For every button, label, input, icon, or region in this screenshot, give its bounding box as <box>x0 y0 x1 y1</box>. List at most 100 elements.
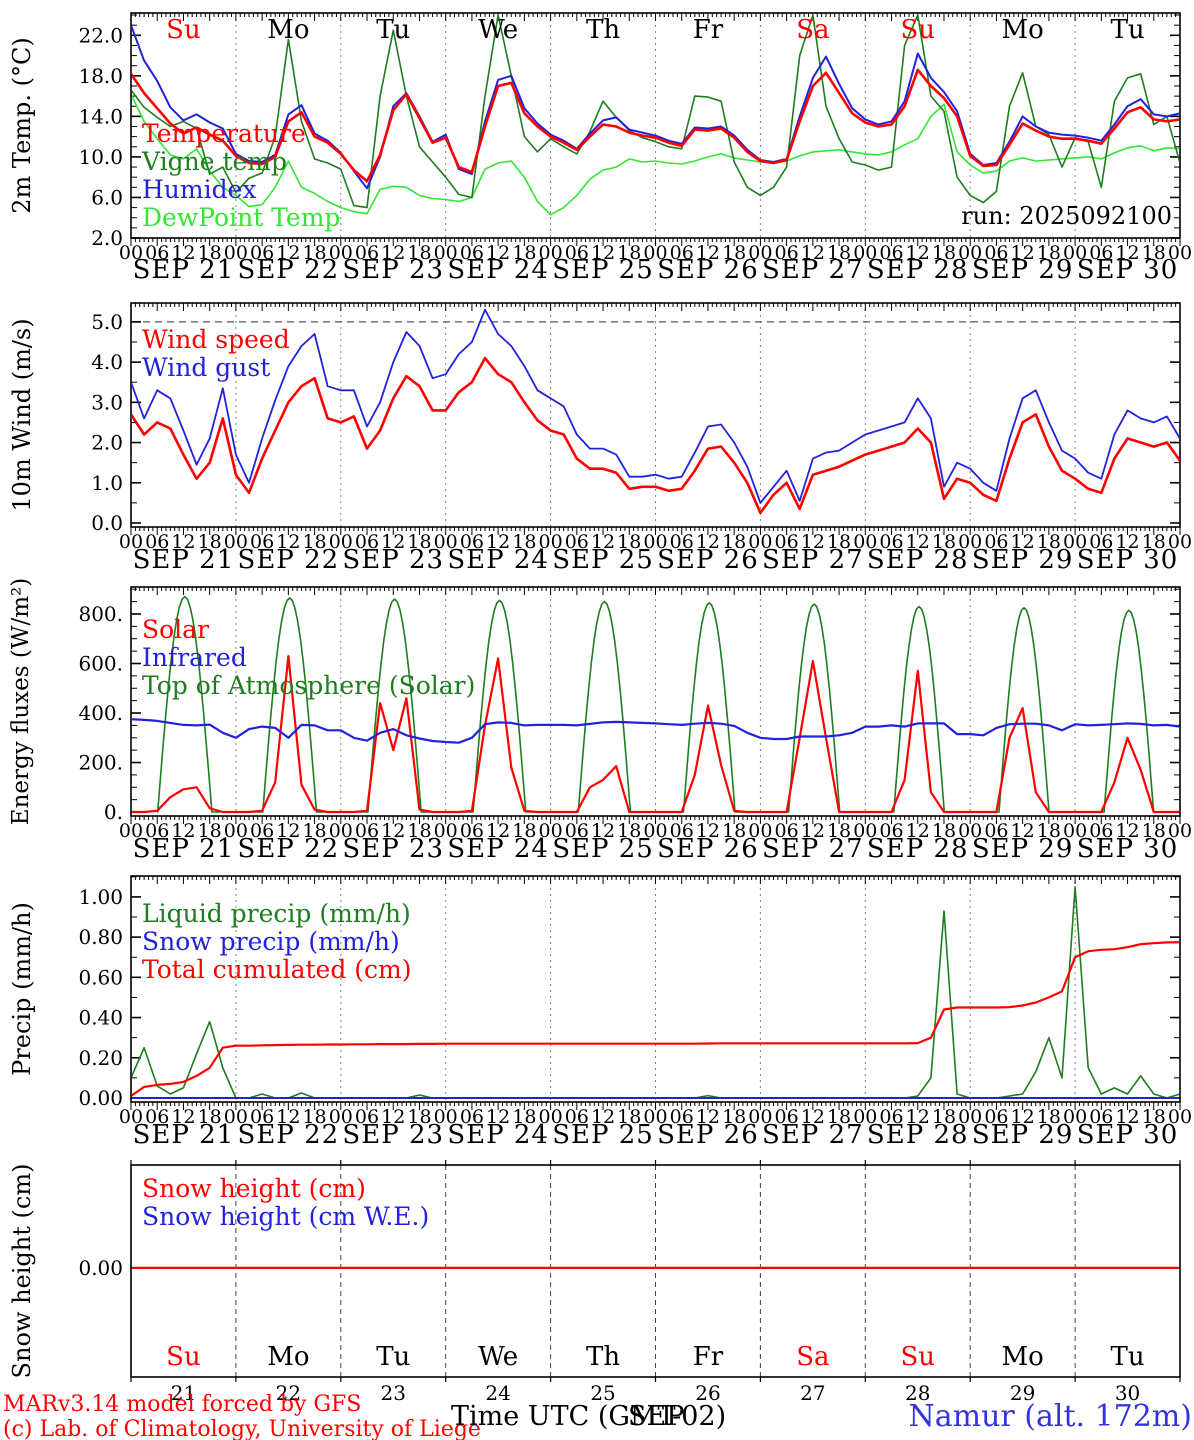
ytick-label: 200. <box>78 751 123 775</box>
xtick-label: 06 <box>984 531 1008 553</box>
ytick-label: 14.0 <box>78 104 123 128</box>
ytick-label: 0.00 <box>78 1256 123 1280</box>
day-label-th-25: Th <box>586 15 620 45</box>
xtick-label: 00 <box>119 1106 143 1128</box>
ytick-label: 4.0 <box>91 350 123 374</box>
xtick-label: 00 <box>1168 242 1192 264</box>
xtick-label: 18 <box>617 1106 641 1128</box>
date-label: SEP 29 <box>972 255 1074 285</box>
run-label: run: 2025092100 <box>961 202 1172 230</box>
xtick-label: 18 <box>1142 531 1166 553</box>
date-label: SEP 24 <box>447 1120 549 1150</box>
ytick-label: 5.0 <box>91 310 123 334</box>
xtick-label: 12 <box>591 1106 615 1128</box>
xtick-label: 18 <box>932 531 956 553</box>
xtick-label: 00 <box>1168 531 1192 553</box>
xtick-label: 18 <box>1037 242 1061 264</box>
xtick-label: 06 <box>670 531 694 553</box>
xtick-label: 18 <box>722 820 746 842</box>
xtick-label: 00 <box>643 242 667 264</box>
xtick-label: 06 <box>984 1106 1008 1128</box>
xtick-label: 00 <box>224 242 248 264</box>
xtick-label: 06 <box>775 531 799 553</box>
legend-humidex: Humidex <box>142 175 257 204</box>
xtick-label: 12 <box>381 531 405 553</box>
xtick-label: 12 <box>1115 242 1139 264</box>
date-num-label: 25 <box>590 1381 615 1405</box>
xtick-label: 18 <box>827 1106 851 1128</box>
xtick-label: 12 <box>1115 1106 1139 1128</box>
date-label: SEP 30 <box>1077 1120 1179 1150</box>
xtick-label: 00 <box>329 820 353 842</box>
date-label: SEP 26 <box>657 255 759 285</box>
xtick-label: 12 <box>591 820 615 842</box>
xtick-label: 06 <box>1089 242 1113 264</box>
xtick-label: 18 <box>1037 820 1061 842</box>
xtick-label: 12 <box>1115 820 1139 842</box>
date-label: SEP 30 <box>1077 545 1179 575</box>
xtick-label: 18 <box>512 820 536 842</box>
xtick-label: 12 <box>1011 1106 1035 1128</box>
day-label-tu-30: Tu <box>1111 15 1145 45</box>
y-axis-label: Precip (mm/h) <box>8 902 36 1076</box>
ytick-label: 0.0 <box>91 511 123 535</box>
day-label-su-21: Su <box>166 1342 201 1372</box>
date-num-label: 28 <box>905 1381 930 1405</box>
day-label-su-28: Su <box>900 1342 935 1372</box>
xtick-label: 12 <box>171 820 195 842</box>
xtick-label: 12 <box>1011 820 1035 842</box>
xtick-label: 00 <box>748 820 772 842</box>
xtick-label: 18 <box>617 820 641 842</box>
series-humidex <box>132 25 1179 190</box>
xtick-label: 12 <box>1115 531 1139 553</box>
xtick-label: 06 <box>984 820 1008 842</box>
ytick-label: 0.20 <box>78 1046 123 1070</box>
legend-snow-height-cm-w-e-: Snow height (cm W.E.) <box>142 1202 429 1231</box>
xtick-label: 00 <box>434 1106 458 1128</box>
panel-frame <box>130 586 1181 817</box>
xtick-label: 00 <box>224 1106 248 1128</box>
xtick-label: 00 <box>119 531 143 553</box>
xtick-label: 06 <box>879 531 903 553</box>
xtick-label: 18 <box>932 242 956 264</box>
date-label: SEP 29 <box>972 1120 1074 1150</box>
series-total-cumulated-cm- <box>132 941 1179 1097</box>
model-credit-line2: (c) Lab. of Climatology, University of L… <box>3 1417 481 1440</box>
xtick-label: 12 <box>1011 531 1035 553</box>
legend-infrared: Infrared <box>142 643 247 672</box>
xtick-label: 18 <box>198 1106 222 1128</box>
xtick-label: 06 <box>250 820 274 842</box>
xtick-label: 06 <box>984 242 1008 264</box>
xtick-label: 06 <box>775 820 799 842</box>
date-label: SEP 21 <box>133 545 235 575</box>
ytick-label: 10.0 <box>78 145 123 169</box>
date-label: SEP 21 <box>133 834 235 864</box>
xtick-label: 12 <box>591 242 615 264</box>
model-credit-line1: MARv3.14 model forced by GFS <box>3 1392 362 1417</box>
date-label: SEP 22 <box>238 255 340 285</box>
date-label: SEP 21 <box>133 1120 235 1150</box>
series-dewpoint-temp <box>132 94 1179 216</box>
date-num-label: 30 <box>1115 1381 1140 1405</box>
xtick-label: 00 <box>748 531 772 553</box>
xtick-label: 18 <box>302 1106 326 1128</box>
xtick-label: 18 <box>1142 242 1166 264</box>
xtick-label: 00 <box>224 531 248 553</box>
xtick-label: 00 <box>539 820 563 842</box>
legend-wind-gust: Wind gust <box>142 353 270 382</box>
date-label: SEP 27 <box>762 1120 864 1150</box>
date-label: SEP 24 <box>447 255 549 285</box>
ytick-label: 2.0 <box>91 226 123 250</box>
date-label: SEP 28 <box>867 545 969 575</box>
xtick-label: 06 <box>250 242 274 264</box>
xtick-label: 06 <box>460 531 484 553</box>
xtick-label: 18 <box>407 820 431 842</box>
ytick-label: 400. <box>78 701 123 725</box>
day-label-we-24: We <box>478 15 518 45</box>
y-axis-label: Snow height (cm) <box>8 1164 36 1379</box>
day-label-tu-30: Tu <box>1111 1342 1145 1372</box>
series-solar <box>132 655 1179 814</box>
series-vigne-temp <box>132 14 1179 209</box>
ytick-label: 1.00 <box>78 885 123 909</box>
xtick-label: 00 <box>539 242 563 264</box>
